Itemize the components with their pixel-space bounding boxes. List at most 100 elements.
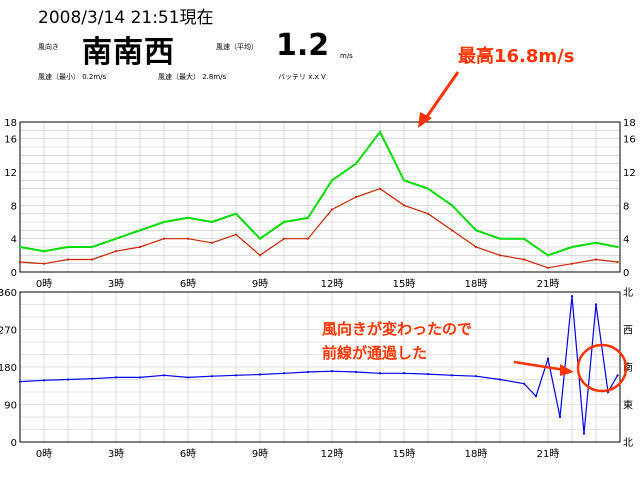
x-tick-label: 3時 <box>108 448 124 460</box>
data-point <box>378 130 382 134</box>
data-point <box>570 245 574 249</box>
data-point <box>42 379 46 382</box>
data-point <box>450 374 454 377</box>
data-point <box>306 370 310 374</box>
x-tick-label: 12時 <box>321 278 344 290</box>
data-point <box>570 295 574 298</box>
data-point <box>522 258 526 261</box>
data-point <box>162 374 166 377</box>
data-point <box>354 370 358 374</box>
data-point <box>354 162 358 165</box>
data-point <box>582 432 586 435</box>
y-tick-label-right: 18 <box>623 118 636 129</box>
avg-speed-unit: m/s <box>340 52 353 60</box>
y-tick-label-right: 16 <box>623 135 636 146</box>
data-point <box>282 237 286 240</box>
y-tick-label: 90 <box>4 401 17 412</box>
peak-annotation: 最高16.8m/s <box>458 46 575 67</box>
data-point <box>186 376 190 379</box>
data-point <box>138 245 142 249</box>
timestamp: 2008/3/14 21:51現在 <box>38 8 214 28</box>
y-tick-label: 0 <box>11 438 17 449</box>
data-point <box>426 187 430 190</box>
data-point <box>522 237 526 240</box>
data-point <box>534 395 538 398</box>
data-point <box>114 376 118 379</box>
data-point <box>234 233 238 236</box>
data-point <box>474 375 478 378</box>
avg-speed-label: 風速（平均） <box>216 43 258 51</box>
data-point <box>66 245 70 249</box>
data-point <box>162 237 166 240</box>
data-point <box>498 254 502 257</box>
y2-tick-label: 東 <box>623 399 633 412</box>
data-point <box>594 241 598 244</box>
data-point <box>258 254 262 257</box>
data-point <box>306 237 310 240</box>
y-tick-label-right: 12 <box>623 168 636 179</box>
peak-arrow-head <box>418 112 432 128</box>
y2-tick-label: 西 <box>623 326 633 337</box>
data-point <box>522 382 526 385</box>
data-point <box>66 258 70 261</box>
data-point <box>450 204 454 207</box>
annotation-marks <box>418 71 628 393</box>
data-point <box>306 216 310 219</box>
x-tick-label: 9時 <box>252 278 268 290</box>
data-point <box>258 237 262 240</box>
x-tick-label: 18時 <box>465 278 488 290</box>
data-point <box>66 378 70 381</box>
data-point <box>330 179 334 182</box>
data-point <box>42 250 46 253</box>
data-point <box>210 241 214 244</box>
y2-tick-label: 北 <box>623 287 633 299</box>
data-point <box>18 380 22 383</box>
data-point <box>378 187 382 190</box>
direction-value: 南南西 <box>82 35 175 70</box>
data-point <box>282 372 286 375</box>
y-tick-label: 0 <box>11 268 17 279</box>
direction-label: 風向き <box>38 43 59 51</box>
y2-tick-label: 北 <box>623 437 633 449</box>
data-point <box>498 237 502 240</box>
y-tick-label: 4 <box>11 235 17 246</box>
y2-tick-label: 南 <box>623 361 633 374</box>
data-point <box>402 204 406 207</box>
data-point <box>474 245 478 249</box>
front-annotation-line2: 前線が通過した <box>322 344 428 362</box>
x-tick-label: 15時 <box>393 278 416 290</box>
data-point <box>546 254 550 257</box>
series-line-1 <box>19 188 618 269</box>
series-line-0 <box>19 296 619 434</box>
data-point <box>594 258 598 261</box>
data-point <box>138 229 142 232</box>
front-arrow-head <box>560 364 574 376</box>
data-point <box>90 258 94 261</box>
data-point <box>498 378 502 381</box>
data-point <box>354 195 358 199</box>
data-point <box>234 374 238 377</box>
x-tick-label: 6時 <box>180 278 196 290</box>
front-arrow-line <box>513 360 566 372</box>
data-point <box>616 245 619 249</box>
data-point <box>616 374 619 377</box>
x-tick-label: 12時 <box>321 448 344 460</box>
data-point <box>162 220 166 224</box>
data-point <box>330 370 334 373</box>
data-point <box>402 179 406 182</box>
x-tick-label: 6時 <box>180 448 196 460</box>
data-point <box>210 375 214 378</box>
y-tick-label: 270 <box>0 326 17 337</box>
data-point <box>616 260 619 264</box>
plot-frame <box>19 121 621 273</box>
data-point <box>186 237 190 240</box>
x-tick-label: 9時 <box>252 448 268 460</box>
data-point <box>258 373 262 376</box>
data-point <box>90 377 94 380</box>
x-tick-label: 0時 <box>36 278 52 290</box>
min-speed-text: 風速（最小） 0.2m/s <box>38 73 107 81</box>
data-point <box>426 212 430 215</box>
data-point <box>402 372 406 375</box>
